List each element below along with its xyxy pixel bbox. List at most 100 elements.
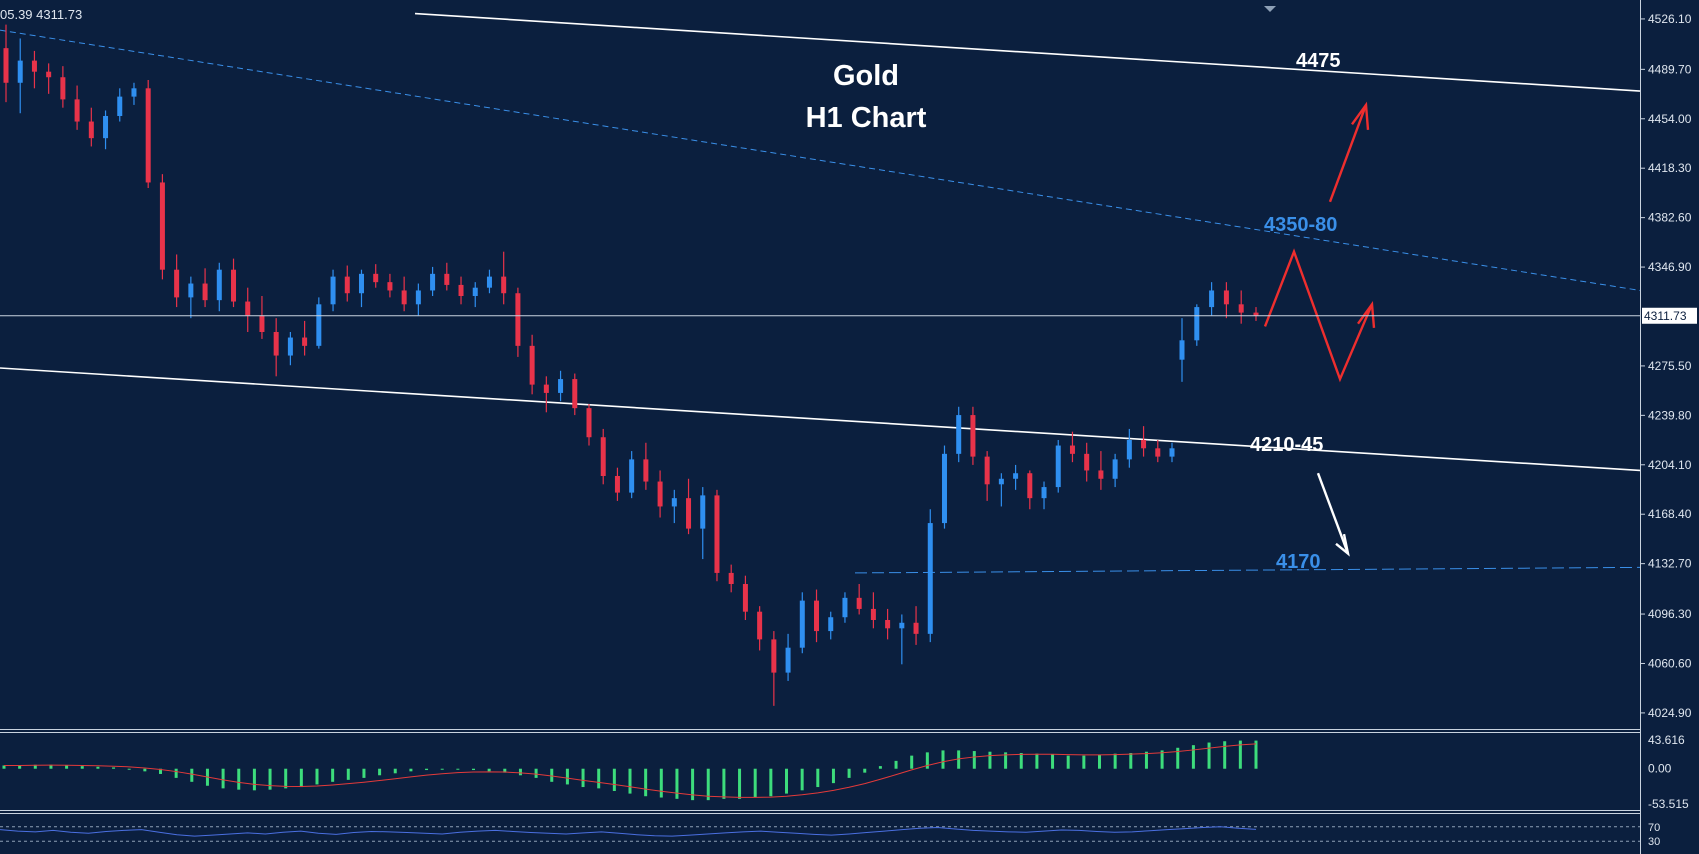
macd-bar — [1035, 754, 1038, 769]
bull-candle — [1056, 440, 1061, 493]
macd-bar — [1129, 753, 1132, 769]
y-tick-label: 4454.00 — [1648, 112, 1692, 126]
y-tick-label: 4346.90 — [1648, 260, 1692, 274]
y-tick-label: 4168.40 — [1648, 507, 1692, 521]
price-axis: 4526.10 4489.70 4454.00 4418.30 4382.60 4346.… — [1640, 12, 1692, 720]
macd-bar — [863, 769, 866, 773]
macd-bar — [1255, 741, 1258, 769]
macd-bar — [347, 769, 350, 780]
macd-bar — [832, 769, 835, 783]
macd-bar — [1020, 753, 1023, 769]
y-tick-label: 4526.10 — [1648, 12, 1692, 26]
chart-subtitle: H1 Chart — [806, 102, 927, 134]
annotation-4210-45: 4210-45 — [1250, 434, 1323, 456]
y-tick-label: 4132.70 — [1648, 557, 1692, 571]
macd-bar — [175, 769, 178, 778]
macd-bar — [143, 769, 146, 772]
macd-bar — [65, 765, 68, 768]
y-tick-label: 4024.90 — [1648, 706, 1692, 720]
bull-candle — [800, 592, 805, 653]
macd-tick-label: 43.616 — [1648, 733, 1685, 747]
macd-bar — [550, 769, 553, 782]
bear-candle — [970, 407, 975, 465]
macd-bar — [675, 769, 678, 799]
macd-bar — [879, 766, 882, 769]
y-tick-label: 4418.30 — [1648, 161, 1692, 175]
annotation-4475: 4475 — [1296, 50, 1341, 72]
macd-bar — [222, 769, 225, 789]
macd-bar — [597, 769, 600, 789]
macd-bar — [801, 769, 804, 791]
rsi-tick-label: 70 — [1648, 822, 1660, 834]
macd-bar — [1223, 741, 1226, 768]
macd-bar — [316, 769, 319, 785]
macd-bar — [472, 769, 475, 770]
macd-bar — [1145, 752, 1148, 769]
macd-bar — [190, 769, 193, 782]
macd-bar — [1067, 756, 1070, 769]
macd-bar — [237, 769, 240, 790]
macd-bar — [425, 769, 428, 770]
ohlc-readout: 05.39 4311.73 — [0, 7, 82, 22]
macd-bar — [96, 767, 99, 769]
y-tick-label: 4204.10 — [1648, 458, 1692, 472]
macd-bar — [284, 769, 287, 789]
annotation-4170: 4170 — [1276, 551, 1321, 573]
macd-bar — [988, 752, 991, 769]
macd-bar — [409, 769, 412, 772]
macd-bar — [754, 769, 757, 798]
macd-bar — [707, 769, 710, 800]
macd-bar — [128, 769, 131, 770]
macd-bar — [942, 750, 945, 768]
y-tick-label: 4096.30 — [1648, 607, 1692, 621]
macd-bar — [1192, 745, 1195, 769]
macd-bar — [644, 769, 647, 796]
macd-bar — [895, 761, 898, 769]
macd-bar — [488, 769, 491, 772]
macd-bar — [613, 769, 616, 791]
annotation-4350-80: 4350-80 — [1264, 214, 1337, 236]
bull-candle — [1194, 304, 1199, 346]
macd-bar — [441, 769, 444, 770]
bear-candle — [714, 490, 719, 581]
macd-bar — [1082, 756, 1085, 769]
macd-bar — [1051, 754, 1054, 768]
bear-candle — [146, 80, 151, 188]
y-tick-label: 4489.70 — [1648, 62, 1692, 76]
macd-bar — [300, 769, 303, 787]
macd-bar — [253, 769, 256, 791]
y-tick-label: 4060.60 — [1648, 656, 1692, 670]
macd-bar — [81, 766, 84, 769]
macd-bar — [519, 769, 522, 776]
macd-bar — [785, 769, 788, 794]
y-tick-label: 4382.60 — [1648, 211, 1692, 225]
bull-candle — [942, 446, 947, 529]
y-tick-label: 4275.50 — [1648, 359, 1692, 373]
macd-bar — [112, 767, 115, 768]
bear-candle — [160, 174, 165, 279]
bull-candle — [316, 297, 321, 348]
chart-title: Gold — [833, 60, 899, 92]
macd-bar — [582, 769, 585, 787]
macd-bar — [394, 769, 397, 774]
macd-bar — [816, 769, 819, 787]
macd-tick-label: 0.00 — [1648, 762, 1672, 776]
macd-bar — [362, 769, 365, 778]
bull-candle — [928, 509, 933, 642]
macd-bar — [1208, 743, 1211, 769]
macd-bar — [566, 769, 569, 785]
macd-bar — [269, 769, 272, 790]
macd-bar — [769, 769, 772, 796]
rsi-tick-label: 30 — [1648, 836, 1660, 848]
macd-bar — [535, 769, 538, 778]
macd-bar — [738, 769, 741, 799]
macd-bar — [456, 769, 459, 770]
macd-tick-label: -53.515 — [1648, 797, 1689, 811]
macd-bar — [848, 769, 851, 778]
current-price-label: 4311.73 — [1644, 309, 1687, 323]
macd-bar — [660, 769, 663, 798]
y-tick-label: 4239.80 — [1648, 408, 1692, 422]
macd-bar — [331, 769, 334, 782]
macd-bar — [722, 769, 725, 799]
